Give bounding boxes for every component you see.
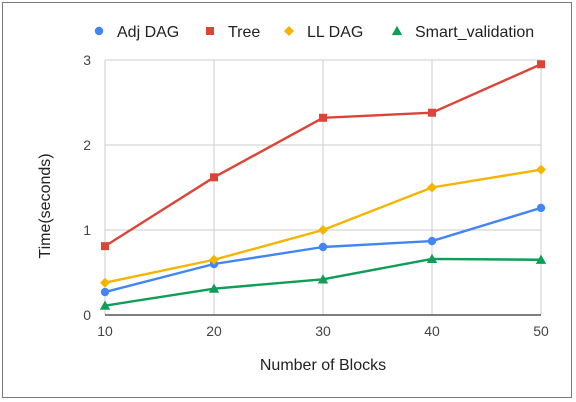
legend-label: Tree xyxy=(228,24,260,41)
x-axis-title: Number of Blocks xyxy=(260,357,386,374)
y-tick-label: 1 xyxy=(83,222,91,238)
data-point xyxy=(100,277,110,288)
legend-label: Adj DAG xyxy=(117,24,179,41)
x-tick-label: 50 xyxy=(533,323,549,339)
legend-label: Smart_validation xyxy=(415,24,534,41)
data-point xyxy=(209,254,219,265)
x-tick-label: 20 xyxy=(206,323,222,339)
legend-marker-circle-icon xyxy=(94,26,104,36)
x-tick-label: 10 xyxy=(97,323,113,339)
legend-item: Adj DAG xyxy=(94,24,179,41)
data-point xyxy=(317,274,329,284)
legend-label: LL DAG xyxy=(307,24,363,41)
data-point xyxy=(319,113,327,122)
tick-labels: 10 20 30 40 50 0 1 2 3 xyxy=(83,52,549,339)
y-tick-label: 0 xyxy=(83,307,91,323)
data-point xyxy=(318,225,328,235)
legend-item: Tree xyxy=(206,24,260,41)
data-point xyxy=(99,300,111,310)
x-tick-label: 30 xyxy=(315,323,331,339)
series-smart-validation xyxy=(99,253,547,310)
x-tick-label: 40 xyxy=(424,323,440,339)
y-axis-title: Time(seconds) xyxy=(37,153,54,258)
legend-item: Smart_validation xyxy=(391,24,534,41)
legend: Adj DAG Tree LL DAG Smart_validation xyxy=(94,24,534,41)
data-point xyxy=(208,283,220,293)
data-point xyxy=(101,242,109,251)
data-point xyxy=(537,60,545,69)
legend-marker-square-icon xyxy=(206,27,214,35)
data-point xyxy=(100,287,110,297)
series-tree xyxy=(101,60,545,251)
data-point xyxy=(427,182,437,193)
y-tick-label: 2 xyxy=(83,137,91,153)
series-lines xyxy=(99,60,547,310)
data-point xyxy=(210,173,218,182)
data-point xyxy=(428,108,436,117)
data-point xyxy=(427,236,437,246)
data-point xyxy=(426,253,438,264)
data-point xyxy=(536,164,546,175)
data-point xyxy=(535,254,547,264)
series-ll-dag xyxy=(100,164,546,288)
chart-frame xyxy=(2,2,572,398)
legend-item: LL DAG xyxy=(284,24,363,41)
legend-marker-triangle-icon xyxy=(391,25,403,36)
y-tick-label: 3 xyxy=(83,52,91,68)
data-point xyxy=(536,203,546,213)
data-point xyxy=(318,242,328,252)
legend-marker-diamond-icon xyxy=(284,26,294,36)
